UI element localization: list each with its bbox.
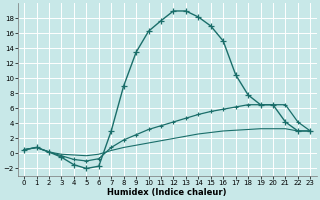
X-axis label: Humidex (Indice chaleur): Humidex (Indice chaleur) xyxy=(108,188,227,197)
